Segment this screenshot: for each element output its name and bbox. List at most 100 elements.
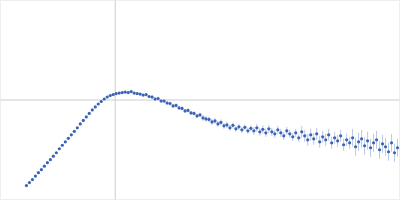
point — [372, 141, 375, 144]
point — [151, 95, 154, 98]
point — [381, 142, 384, 145]
point — [378, 148, 381, 151]
point — [216, 122, 219, 125]
point — [309, 133, 312, 136]
point — [243, 126, 246, 129]
point — [55, 151, 58, 154]
point — [327, 133, 330, 136]
point — [270, 130, 273, 133]
point — [82, 119, 85, 122]
point — [330, 141, 333, 144]
point — [312, 137, 315, 140]
point — [97, 102, 100, 105]
point — [136, 92, 139, 95]
point — [121, 91, 124, 94]
point — [133, 91, 136, 94]
point — [294, 131, 297, 134]
point — [276, 128, 279, 131]
point — [219, 121, 222, 124]
chart — [0, 0, 400, 200]
point — [252, 129, 255, 132]
point — [345, 138, 348, 141]
point — [303, 134, 306, 137]
point — [228, 126, 231, 129]
point — [282, 134, 285, 137]
point — [37, 171, 40, 174]
y-grid-line — [1, 100, 400, 101]
point — [70, 133, 73, 136]
point — [237, 125, 240, 128]
point — [73, 130, 76, 133]
point — [300, 130, 303, 133]
points — [25, 90, 399, 187]
point — [363, 144, 366, 147]
point — [231, 124, 234, 127]
point — [112, 93, 115, 96]
point — [100, 100, 103, 103]
point — [130, 90, 133, 93]
point — [321, 135, 324, 138]
point — [171, 104, 174, 107]
point — [88, 112, 91, 115]
point — [273, 132, 276, 135]
point — [336, 139, 339, 142]
point — [106, 95, 109, 98]
point — [148, 95, 151, 98]
point — [162, 99, 165, 102]
point — [180, 107, 183, 110]
point — [142, 93, 145, 96]
point — [165, 101, 168, 104]
point — [64, 140, 67, 143]
point — [157, 97, 160, 100]
point — [261, 128, 264, 131]
point — [94, 105, 97, 108]
point — [393, 151, 396, 154]
point — [390, 141, 393, 144]
point — [354, 145, 357, 148]
point — [195, 114, 198, 117]
point — [34, 175, 37, 178]
point — [118, 91, 121, 94]
point — [109, 94, 112, 97]
point — [384, 145, 387, 148]
point — [76, 126, 79, 129]
point — [46, 161, 49, 164]
point — [285, 129, 288, 132]
point — [258, 130, 261, 133]
point — [324, 138, 327, 141]
point — [306, 138, 309, 141]
point — [91, 108, 94, 111]
point — [145, 93, 148, 96]
point — [297, 136, 300, 139]
point — [264, 131, 267, 134]
point — [124, 90, 127, 93]
point — [387, 150, 390, 153]
point — [315, 132, 318, 135]
point — [168, 102, 171, 105]
point — [159, 99, 162, 102]
point — [339, 134, 342, 137]
point — [348, 141, 351, 144]
point — [234, 127, 237, 130]
point — [52, 155, 55, 158]
point — [28, 181, 31, 184]
point — [267, 127, 270, 130]
point — [396, 146, 399, 149]
point — [357, 140, 360, 143]
point — [222, 124, 225, 127]
point — [43, 165, 46, 168]
point — [103, 97, 106, 100]
point — [318, 140, 321, 143]
point — [31, 178, 34, 181]
point — [25, 184, 28, 187]
point — [40, 168, 43, 171]
point — [183, 109, 186, 112]
point — [79, 122, 82, 125]
point — [61, 144, 64, 147]
point — [67, 137, 70, 140]
point — [189, 111, 192, 114]
point — [255, 126, 258, 129]
point — [177, 106, 180, 109]
point — [369, 146, 372, 149]
point — [213, 119, 216, 122]
